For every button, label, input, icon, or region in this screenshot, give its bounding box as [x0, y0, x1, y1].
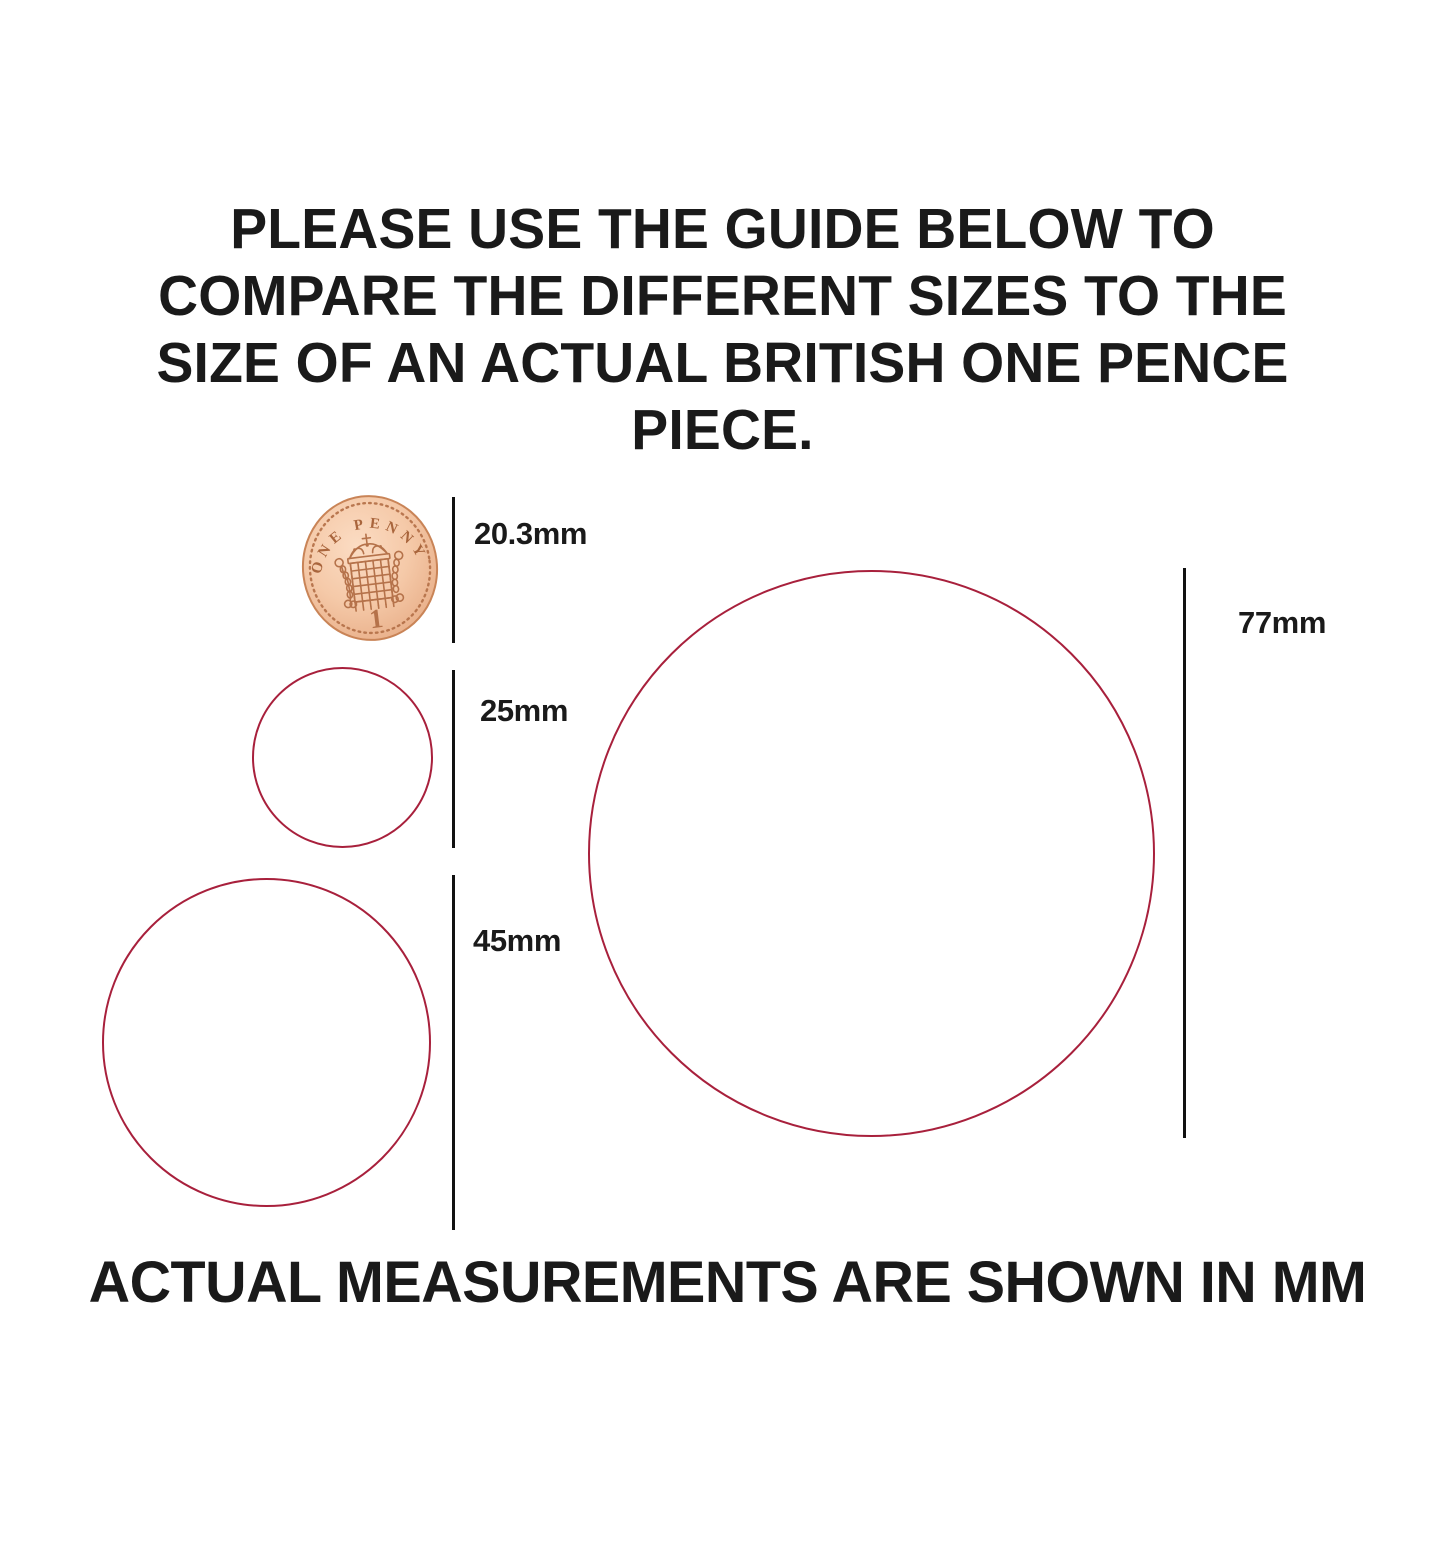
measurement-label-25mm: 25mm: [480, 693, 569, 728]
tick-line-45mm: [452, 875, 455, 1230]
measurement-label-20-3mm: 20.3mm: [474, 516, 588, 551]
measurement-label-45mm: 45mm: [473, 923, 562, 958]
tick-line-25mm: [452, 670, 455, 848]
tick-line-77mm: [1183, 568, 1186, 1138]
circle-25mm: [252, 667, 433, 848]
footer-note: ACTUAL MEASUREMENTS ARE SHOWN IN MM: [88, 1250, 1367, 1315]
tick-line-20-3mm: [452, 497, 455, 643]
circle-45mm: [102, 878, 431, 1207]
circle-77mm: [588, 570, 1155, 1137]
measurement-label-77mm: 77mm: [1238, 605, 1327, 640]
svg-text:1: 1: [368, 603, 385, 634]
one-penny-coin-image: ONE PENNY: [301, 494, 439, 642]
page-title: PLEASE USE THE GUIDE BELOW TO COMPARE TH…: [156, 197, 1289, 462]
